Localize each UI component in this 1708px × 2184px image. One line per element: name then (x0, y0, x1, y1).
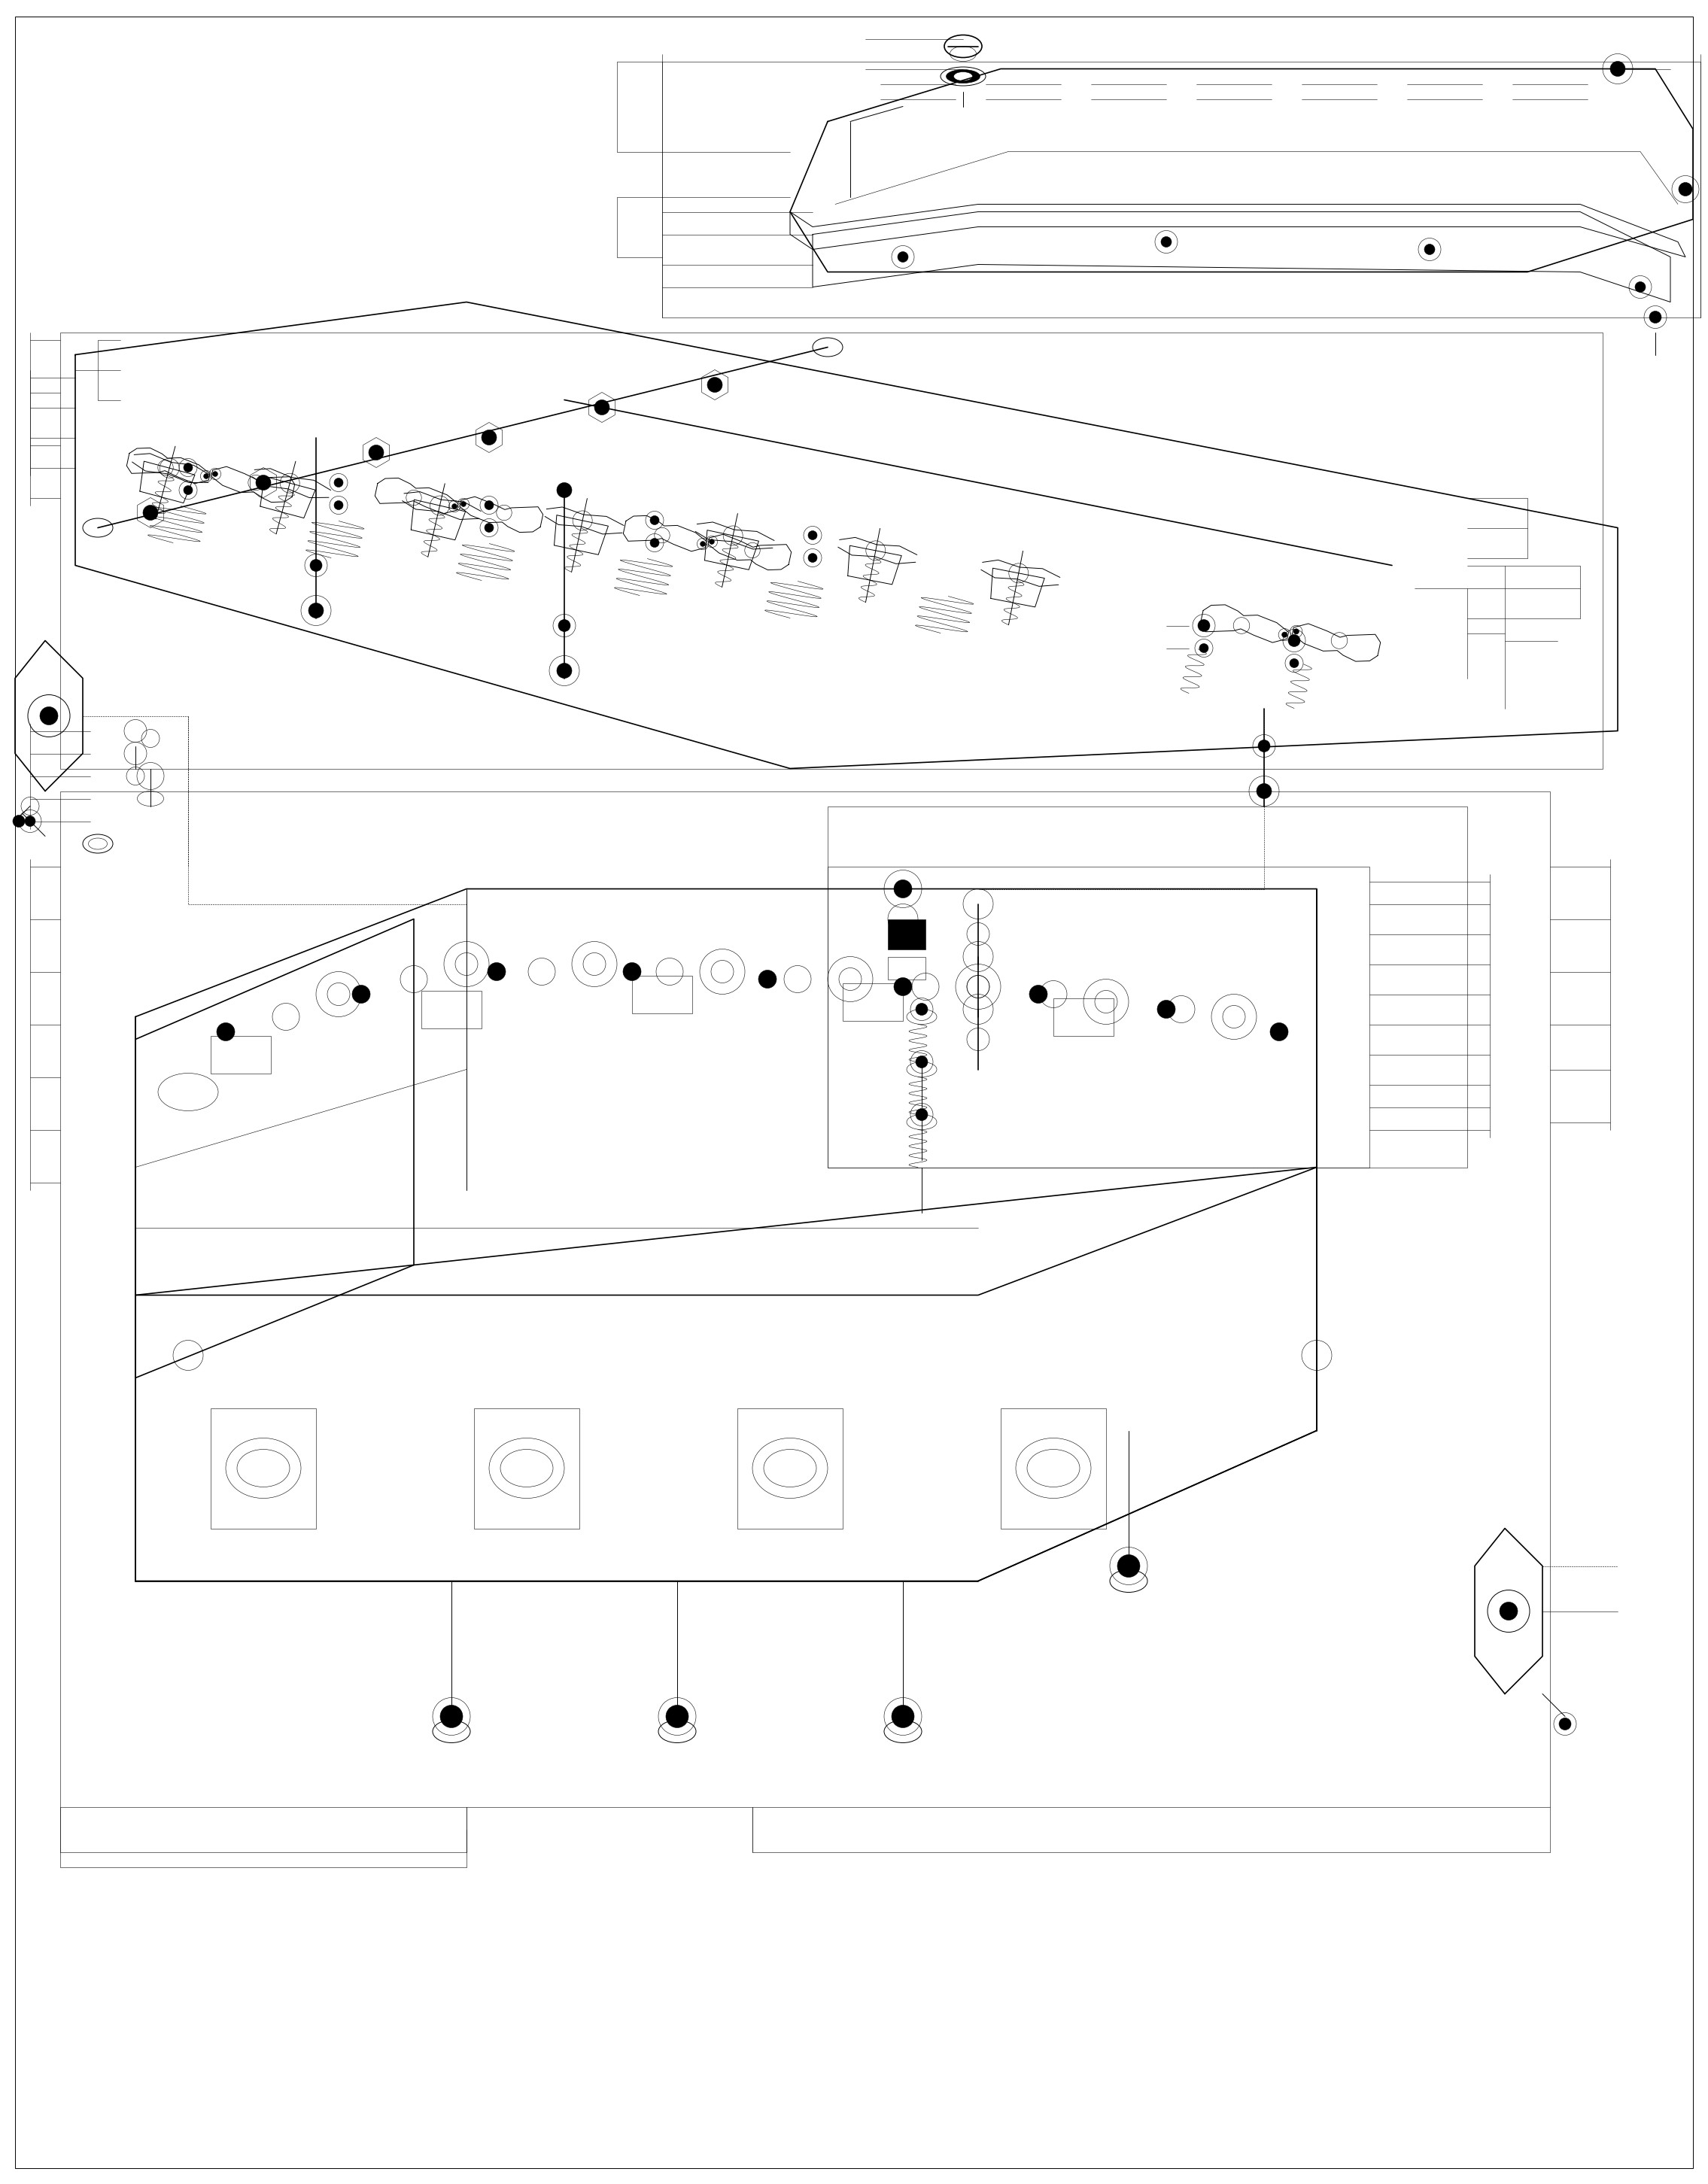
Bar (1054, 998, 1114, 1035)
Circle shape (915, 1002, 927, 1016)
Circle shape (1158, 1000, 1175, 1018)
Circle shape (1500, 1603, 1518, 1621)
Bar (828, 806, 1467, 1166)
Circle shape (1650, 310, 1662, 323)
Bar (60, 791, 1549, 1806)
Circle shape (1288, 636, 1300, 646)
Circle shape (651, 537, 659, 548)
Circle shape (893, 978, 912, 996)
Circle shape (482, 430, 497, 446)
Circle shape (666, 1706, 688, 1728)
Circle shape (1635, 282, 1645, 293)
Circle shape (203, 474, 208, 478)
Bar (422, 989, 482, 1029)
Circle shape (808, 531, 816, 539)
Circle shape (39, 708, 58, 725)
Circle shape (651, 515, 659, 524)
Circle shape (1117, 1555, 1139, 1577)
Ellipse shape (946, 70, 980, 83)
Circle shape (1197, 620, 1209, 631)
Circle shape (1030, 985, 1047, 1002)
Circle shape (808, 553, 816, 561)
Bar (1001, 1409, 1107, 1529)
Circle shape (915, 1109, 927, 1120)
Circle shape (700, 542, 705, 546)
Circle shape (898, 251, 909, 262)
Bar (828, 867, 1370, 1166)
Circle shape (1559, 1719, 1571, 1730)
Bar (632, 976, 692, 1013)
Circle shape (335, 500, 343, 509)
Circle shape (709, 539, 714, 544)
Circle shape (12, 815, 26, 828)
Circle shape (1271, 1022, 1288, 1042)
Circle shape (1290, 660, 1298, 668)
Circle shape (623, 963, 640, 981)
Circle shape (217, 1022, 234, 1042)
Circle shape (893, 880, 912, 898)
Circle shape (461, 502, 466, 507)
Circle shape (1199, 644, 1208, 653)
Circle shape (485, 500, 494, 509)
Circle shape (594, 400, 610, 415)
Bar (842, 983, 904, 1020)
Circle shape (915, 1055, 927, 1068)
Ellipse shape (953, 72, 972, 81)
Circle shape (309, 603, 323, 618)
Circle shape (559, 620, 570, 631)
Bar (888, 919, 926, 950)
Circle shape (1611, 61, 1626, 76)
Circle shape (1424, 245, 1435, 256)
Circle shape (183, 485, 193, 494)
Circle shape (212, 472, 217, 476)
Circle shape (26, 817, 36, 826)
Circle shape (256, 476, 272, 489)
Bar (60, 332, 1602, 769)
Circle shape (453, 505, 458, 509)
Circle shape (557, 483, 572, 498)
Circle shape (1161, 236, 1172, 247)
Circle shape (707, 378, 722, 393)
Circle shape (1259, 740, 1271, 751)
Circle shape (487, 963, 506, 981)
Circle shape (557, 664, 572, 679)
Circle shape (1679, 183, 1693, 197)
Bar (210, 1035, 272, 1072)
Circle shape (352, 985, 371, 1002)
Circle shape (485, 524, 494, 533)
Circle shape (143, 505, 159, 520)
Circle shape (369, 446, 384, 461)
Circle shape (309, 559, 323, 572)
Circle shape (1257, 784, 1271, 799)
Circle shape (335, 478, 343, 487)
Circle shape (1281, 631, 1288, 638)
Circle shape (183, 463, 193, 472)
Circle shape (892, 1706, 914, 1728)
Bar (888, 957, 926, 978)
Bar (210, 1409, 316, 1529)
Bar (475, 1409, 579, 1529)
Circle shape (758, 970, 777, 987)
Circle shape (1293, 629, 1300, 633)
Bar (738, 1409, 842, 1529)
Circle shape (441, 1706, 463, 1728)
